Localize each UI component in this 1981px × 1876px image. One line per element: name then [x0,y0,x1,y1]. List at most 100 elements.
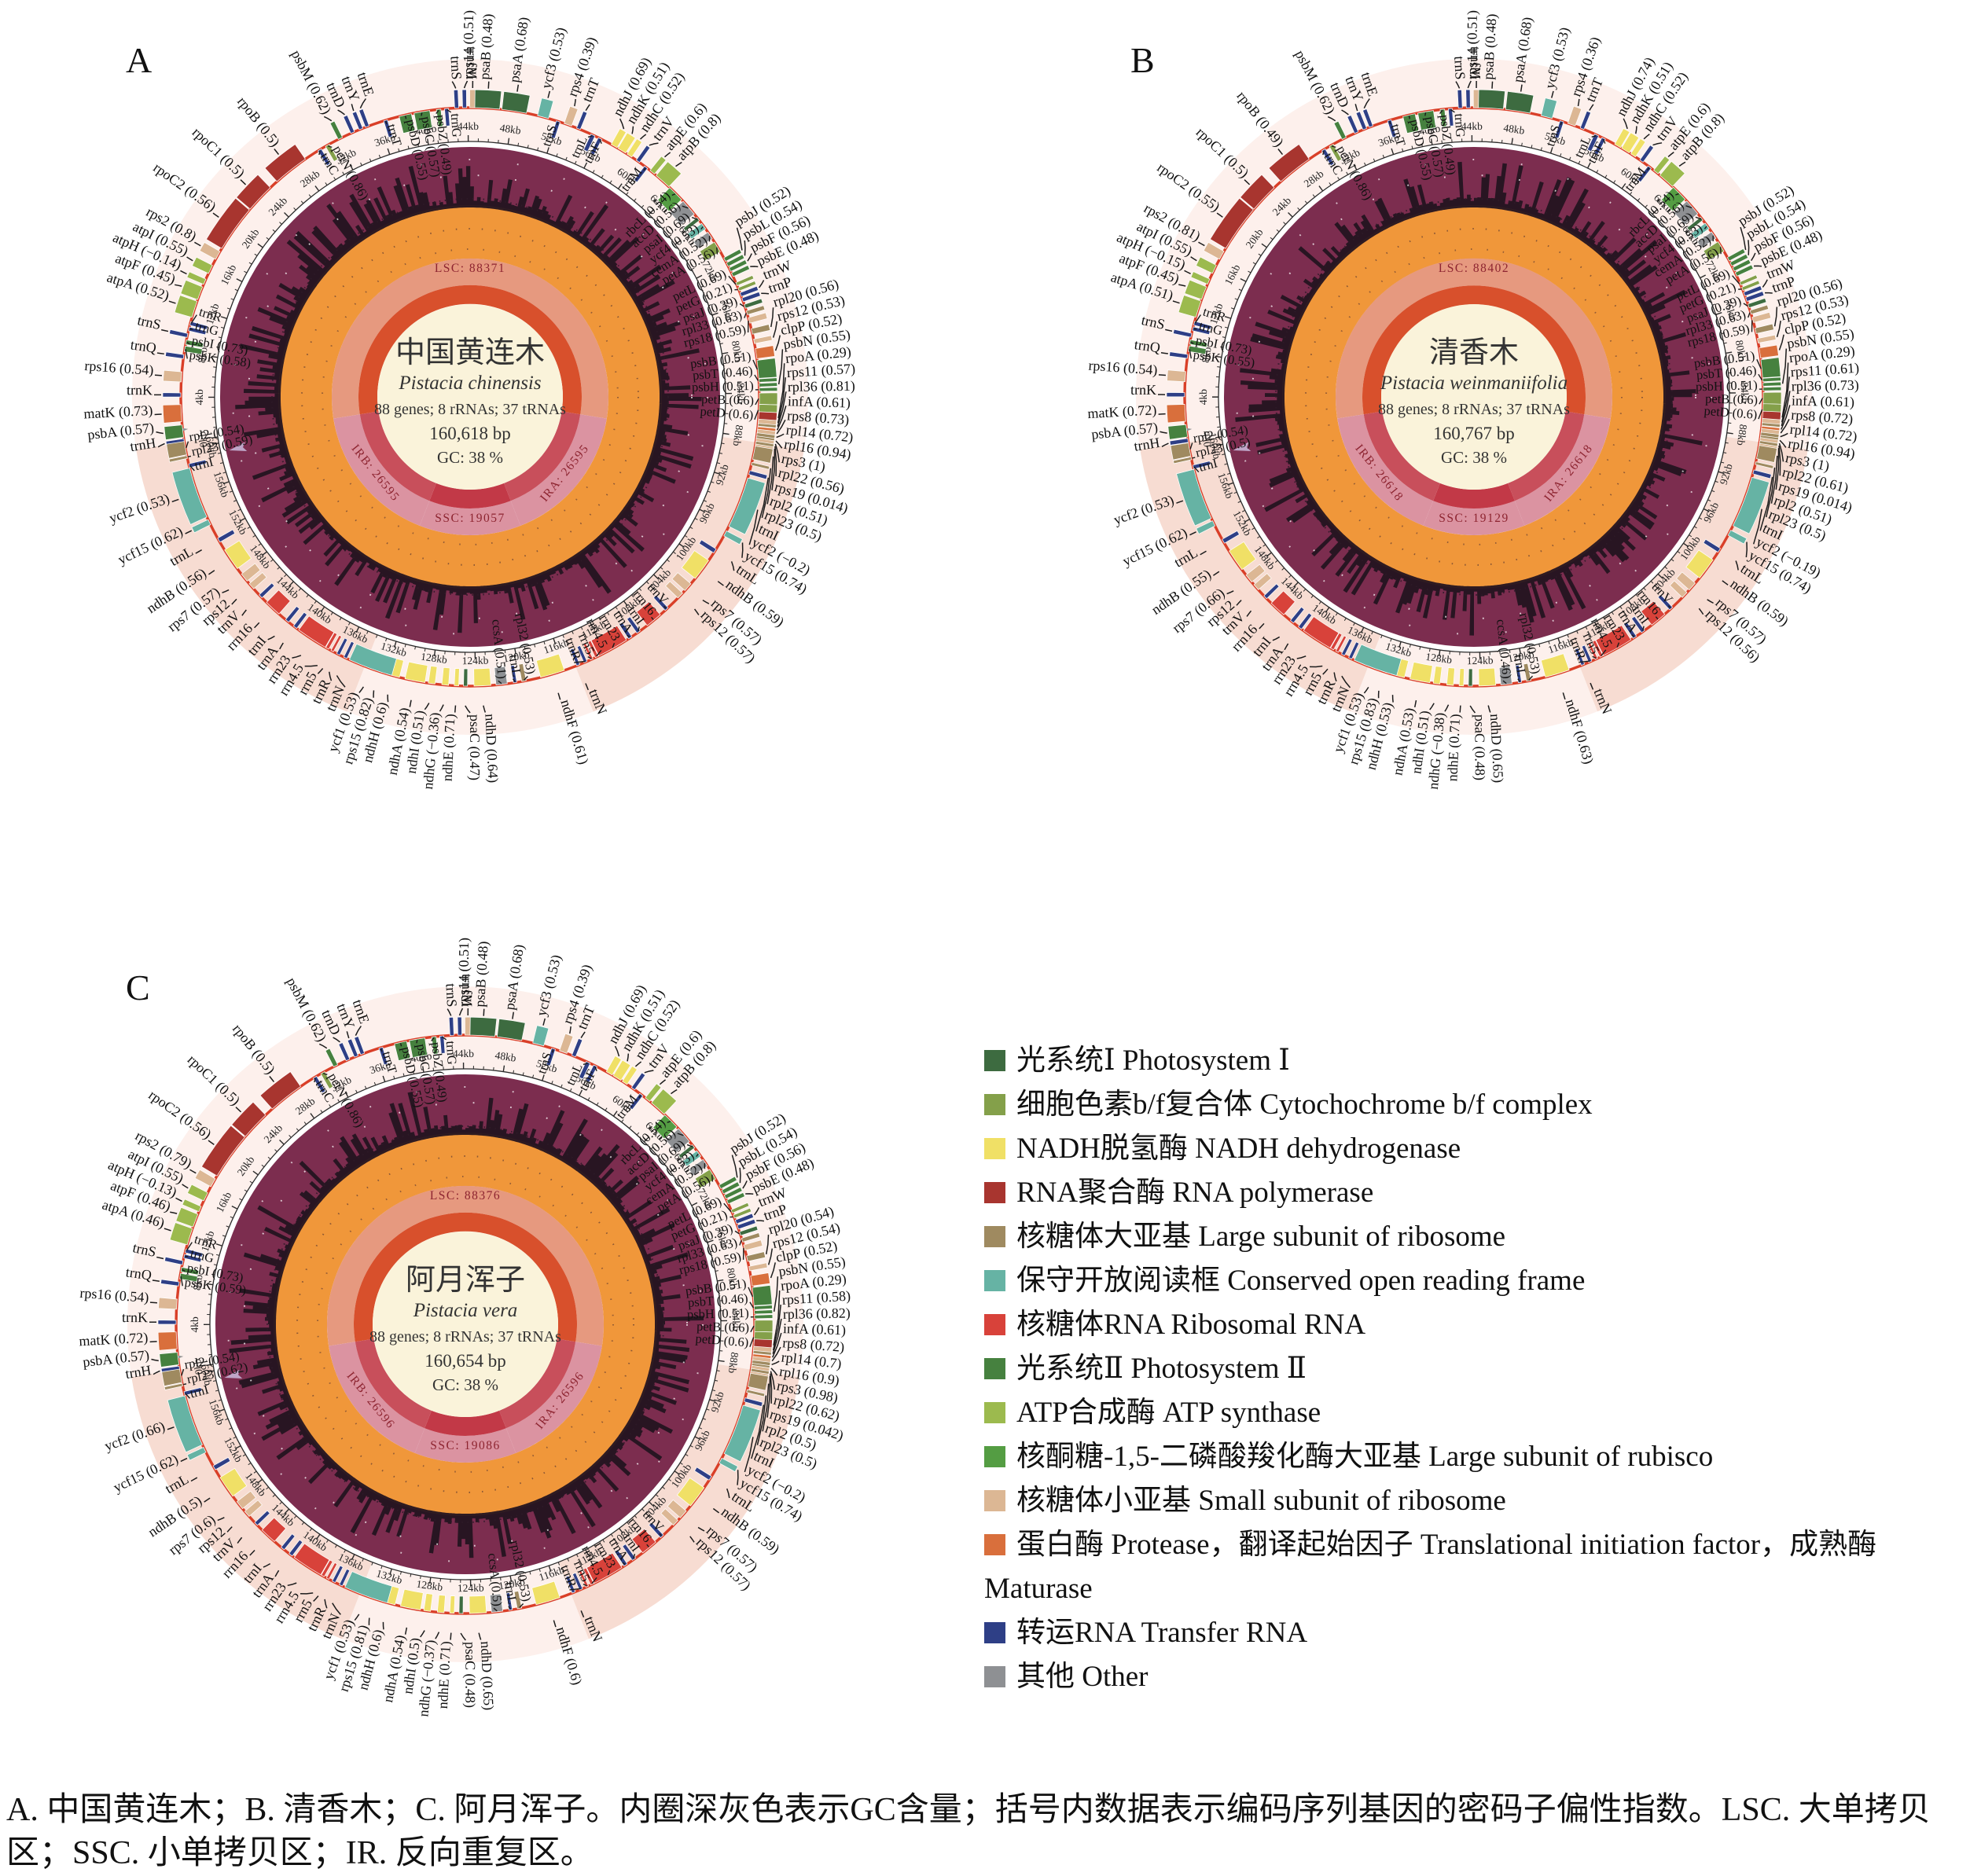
gene-label: trnK [127,382,153,398]
gene-block [1763,382,1781,386]
gene-block [1763,392,1781,404]
panel-label-C: C [126,967,150,1008]
gene-block [755,1310,773,1314]
gene-block [470,1017,497,1037]
gene-leader [401,1043,402,1046]
kb-label: 4kb [189,1316,200,1333]
center-bp: 160,618 bp [429,424,511,443]
gene-label: ndhD (0.64) [481,714,501,784]
legend-swatch-ru [984,1446,1005,1467]
gene-label: ndhE (0.71) [1444,714,1464,782]
gene-leader [1746,542,1747,558]
gene-block [449,1017,454,1035]
gene-leader [183,1384,186,1385]
gene-leader [455,706,456,713]
gene-block [497,1019,525,1041]
gene-block [1468,669,1472,686]
legend-swatch-at [984,1402,1005,1423]
gene-block [160,1353,179,1368]
gene-block [464,669,468,686]
gene-block [1167,405,1185,424]
gene-block [158,1332,177,1351]
gene-block [1168,424,1188,439]
gene-block [757,358,777,379]
region-label: LSC: 88402 [1439,262,1509,275]
legend-swatch-pr [984,1534,1005,1555]
legend-text: 蛋白酶 Protease，翻译起始因子 Translational initia… [984,1529,1876,1605]
gene-leader [155,375,162,376]
gene-block [1479,90,1505,109]
center-gc: GC: 38 % [432,1375,498,1394]
gene-block [1761,358,1781,378]
kb-tick [424,648,425,652]
gene-label: trnS [1451,56,1468,80]
legend-item-7: 光系统Ⅱ Photosystem Ⅱ [984,1347,1975,1391]
gene-block [159,1298,178,1309]
gene-leader [712,1175,713,1182]
legend-item-5: 保守开放阅读框 Conserved open reading frame [984,1259,1975,1303]
legend-text: 保守开放阅读框 Conserved open reading frame [1016,1265,1585,1297]
region-label: LSC: 88376 [430,1189,501,1202]
gene-label: trnfM [464,46,480,79]
gene-leader [421,112,422,116]
gene-leader [1720,247,1721,254]
center-bp: 160,654 bp [424,1351,506,1371]
legend-text: 其他 Other [1016,1661,1149,1693]
region-label: LSC: 88371 [435,262,505,275]
gene-block [450,1596,455,1614]
gene-block [454,90,458,108]
legend-text: 核酮糖-1,5-二磷酸羧化酶大亚基 Large subunit of rubis… [1016,1441,1713,1473]
figure-caption: A. 中国黄连木；B. 清香木；C. 阿月浑子。内圈深灰色表示GC含量；括号内数… [6,1789,1976,1876]
gene-label: ndhD (0.65) [1487,714,1507,784]
gene-block [755,1320,773,1332]
gene-block [475,90,502,109]
gene-leader [483,1009,484,1016]
legend-swatch-nd [984,1138,1005,1159]
gene-label: trnfM [1468,46,1483,79]
gene-block [1167,392,1185,396]
gene-leader [1159,375,1166,376]
center-stats: 88 genes; 8 rRNAs; 37 tRNAs [1378,401,1570,418]
gene-leader [155,414,162,415]
gene-label: trnQ [1134,336,1161,355]
legend-text: 核糖体小亚基 Small subunit of ribosome [1016,1485,1506,1517]
legend-item-3: RNA聚合酶 RNA polymerase [984,1171,1975,1215]
legend-text: ATP合成酶 ATP synthase [1016,1397,1321,1429]
gene-leader [742,542,743,557]
center-stats: 88 genes; 8 rRNAs; 37 tRNAs [374,401,566,418]
legend-text: RNA聚合酶 RNA polymerase [1016,1177,1373,1209]
gene-block [1167,370,1186,382]
legend-item-11: 蛋白酶 Protease，翻译起始因子 Translational initia… [984,1523,1975,1611]
kb-label: 124kb [461,655,488,667]
kb-tick [1726,442,1729,443]
gene-label: trnK [1130,382,1156,398]
legend-item-0: 光系统Ⅰ Photosystem Ⅰ [984,1039,1975,1083]
legend-item-9: 核酮糖-1,5-二磷酸羧化酶大亚基 Large subunit of rubis… [984,1435,1975,1479]
legend-text: 光系统Ⅱ Photosystem Ⅱ [1016,1353,1307,1385]
gene-label: trnS [447,56,465,80]
legend-item-2: NADH脱氢酶 NADH dehydrogenase [984,1127,1975,1171]
legend-swatch-tr [984,1622,1005,1643]
legend-item-12: 转运RNA Transfer RNA [984,1611,1975,1655]
legend-item-6: 核糖体RNA Ribosomal RNA [984,1303,1975,1347]
gene-label: ndhD (0.65) [477,1641,497,1711]
gene-block [437,1595,445,1613]
gene-label: trnfM [459,974,475,1007]
gene-leader [761,293,769,294]
gene-block [1459,669,1465,686]
gene-block [759,387,777,391]
gene-block [759,393,777,405]
gene-block [502,91,530,113]
gene-block [1505,91,1534,113]
gene-label: ndhE (0.71) [439,714,459,782]
legend-swatch-su [984,1490,1005,1511]
gene-block [164,370,182,382]
gene-leader [737,1470,738,1485]
gene-block [1466,90,1471,108]
gene-label: trnQ [130,336,157,355]
legend-item-10: 核糖体小亚基 Small subunit of ribosome [984,1479,1975,1523]
gene-block [459,1596,463,1614]
gene-block [1446,668,1454,686]
kb-label: 4kb [1197,389,1209,406]
